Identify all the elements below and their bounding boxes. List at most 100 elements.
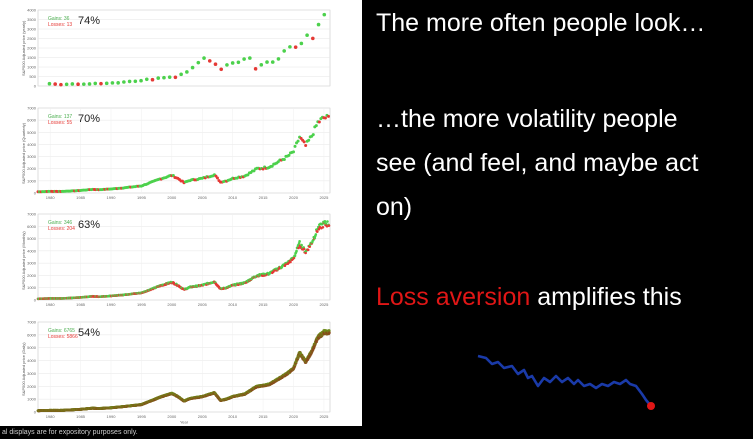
gain-percent: 70% bbox=[78, 113, 101, 125]
data-point bbox=[70, 82, 75, 86]
body-line-4: on) bbox=[376, 193, 413, 221]
quarterly-chart: 7000 6000 5000 4000 3000 2000 1000 0 1980 1985 199… bbox=[8, 104, 358, 205]
x-tick-label: 2010 bbox=[228, 195, 238, 200]
y-tick-label: 0 bbox=[34, 191, 37, 196]
data-point bbox=[306, 248, 310, 252]
squiggle-end-dot bbox=[647, 402, 655, 410]
body-line-2: …the more volatility people bbox=[376, 105, 678, 133]
x-tick-label: 1990 bbox=[107, 195, 117, 200]
data-point bbox=[270, 164, 274, 168]
gains-legend: Gains: 346 bbox=[48, 220, 73, 226]
data-point bbox=[322, 12, 327, 17]
data-point bbox=[265, 60, 269, 64]
data-point bbox=[316, 230, 319, 233]
data-point bbox=[270, 60, 275, 64]
data-point bbox=[167, 75, 172, 79]
data-point bbox=[327, 331, 331, 335]
y-tick-label: 2500 bbox=[27, 36, 37, 41]
data-point bbox=[236, 60, 241, 65]
x-tick-label: 2025 bbox=[319, 195, 329, 200]
y-tick-label: 6000 bbox=[27, 118, 37, 123]
x-tick-label: 2005 bbox=[198, 195, 208, 200]
y-tick-label: 2000 bbox=[27, 273, 37, 278]
data-point bbox=[316, 22, 321, 27]
y-tick-label: 3500 bbox=[27, 17, 37, 22]
x-tick-label: 1985 bbox=[76, 414, 86, 419]
losses-legend: Losses: 204 bbox=[48, 226, 75, 232]
y-axis-label: S&P500 Adjusted price (Monthly) bbox=[21, 231, 26, 290]
y-tick-label: 500 bbox=[29, 74, 36, 79]
daily-chart: 7000 6000 5000 4000 3000 2000 1000 0 1980 1985 199… bbox=[8, 318, 358, 425]
x-tick-label: 1985 bbox=[76, 302, 86, 307]
data-point bbox=[299, 41, 304, 46]
data-point bbox=[296, 244, 300, 247]
gains-legend: Gains: 36 bbox=[48, 16, 70, 22]
squiggle-path bbox=[477, 354, 652, 407]
loss-aversion-term: Loss aversion bbox=[376, 283, 531, 311]
data-point bbox=[242, 57, 246, 61]
data-point bbox=[259, 63, 264, 67]
data-point bbox=[53, 82, 57, 86]
data-point bbox=[311, 36, 315, 41]
y-tick-label: 1000 bbox=[27, 285, 37, 290]
y-tick-label: 4000 bbox=[27, 8, 37, 13]
data-point bbox=[213, 62, 218, 66]
y-tick-label: 1500 bbox=[27, 55, 37, 60]
y-tick-label: 3000 bbox=[27, 261, 37, 266]
data-point bbox=[292, 150, 295, 154]
data-point bbox=[321, 226, 325, 229]
data-point bbox=[225, 63, 229, 67]
data-point bbox=[307, 138, 311, 142]
y-tick-label: 3000 bbox=[27, 27, 37, 32]
x-tick-label: 2020 bbox=[289, 414, 299, 419]
data-point bbox=[104, 81, 109, 86]
data-point bbox=[293, 144, 297, 148]
x-tick-label: 2020 bbox=[289, 302, 299, 307]
data-point bbox=[326, 114, 330, 118]
gain-percent: 54% bbox=[78, 327, 101, 339]
plot-area bbox=[37, 321, 331, 413]
y-tick-label: 0 bbox=[34, 84, 37, 89]
disclaimer-footer: al displays are for expository purposes … bbox=[0, 426, 364, 439]
data-point bbox=[150, 77, 155, 82]
data-point bbox=[293, 254, 297, 258]
yearly-chart: 4000 3500 3000 2500 2000 1500 1000 500 0 Gains: … bbox=[8, 6, 358, 98]
data-point bbox=[300, 243, 303, 247]
data-point bbox=[302, 247, 306, 251]
y-tick-label: 7000 bbox=[27, 106, 37, 111]
data-point bbox=[253, 67, 258, 71]
yearly-chart-svg: 4000 3500 3000 2500 2000 1500 1000 500 0 bbox=[27, 8, 331, 89]
y-tick-label: 1000 bbox=[27, 178, 37, 183]
data-point bbox=[288, 45, 292, 49]
daily-chart-svg: 7000 6000 5000 4000 3000 2000 1000 0 1980 1985 199… bbox=[27, 320, 331, 425]
data-point bbox=[295, 249, 298, 253]
y-axis-label: S&P500 Adjusted price (Daily) bbox=[21, 342, 26, 396]
x-tick-label: 2015 bbox=[259, 302, 269, 307]
loss-aversion-rest: amplifies this bbox=[530, 283, 682, 311]
losses-legend: Losses: 13 bbox=[48, 22, 73, 28]
data-point bbox=[64, 82, 69, 87]
y-tick-label: 2000 bbox=[27, 46, 37, 51]
data-point bbox=[190, 65, 195, 70]
y-tick-label: 7000 bbox=[27, 320, 37, 325]
data-point bbox=[314, 233, 318, 236]
data-point bbox=[202, 56, 206, 60]
data-point bbox=[207, 59, 212, 63]
quarterly-chart-svg: 7000 6000 5000 4000 3000 2000 1000 0 1980 1985 199… bbox=[27, 106, 331, 200]
data-point bbox=[122, 80, 126, 84]
y-tick-label: 5000 bbox=[27, 345, 37, 350]
volatility-squiggle-icon bbox=[477, 354, 655, 410]
data-point bbox=[93, 81, 98, 86]
losses-legend: Losses: 5866 bbox=[48, 334, 78, 340]
data-point bbox=[196, 60, 201, 65]
data-point bbox=[304, 143, 308, 147]
y-tick-label: 6000 bbox=[27, 332, 37, 337]
data-point bbox=[110, 81, 115, 85]
x-tick-label: 1995 bbox=[137, 195, 147, 200]
data-point bbox=[302, 140, 306, 144]
data-point bbox=[317, 227, 321, 231]
data-point bbox=[313, 236, 317, 240]
y-tick-label: 0 bbox=[34, 298, 37, 303]
y-tick-label: 1000 bbox=[27, 65, 37, 70]
monthly-chart: 7000 6000 5000 4000 3000 2000 1000 0 1980 1985 199… bbox=[8, 210, 358, 312]
